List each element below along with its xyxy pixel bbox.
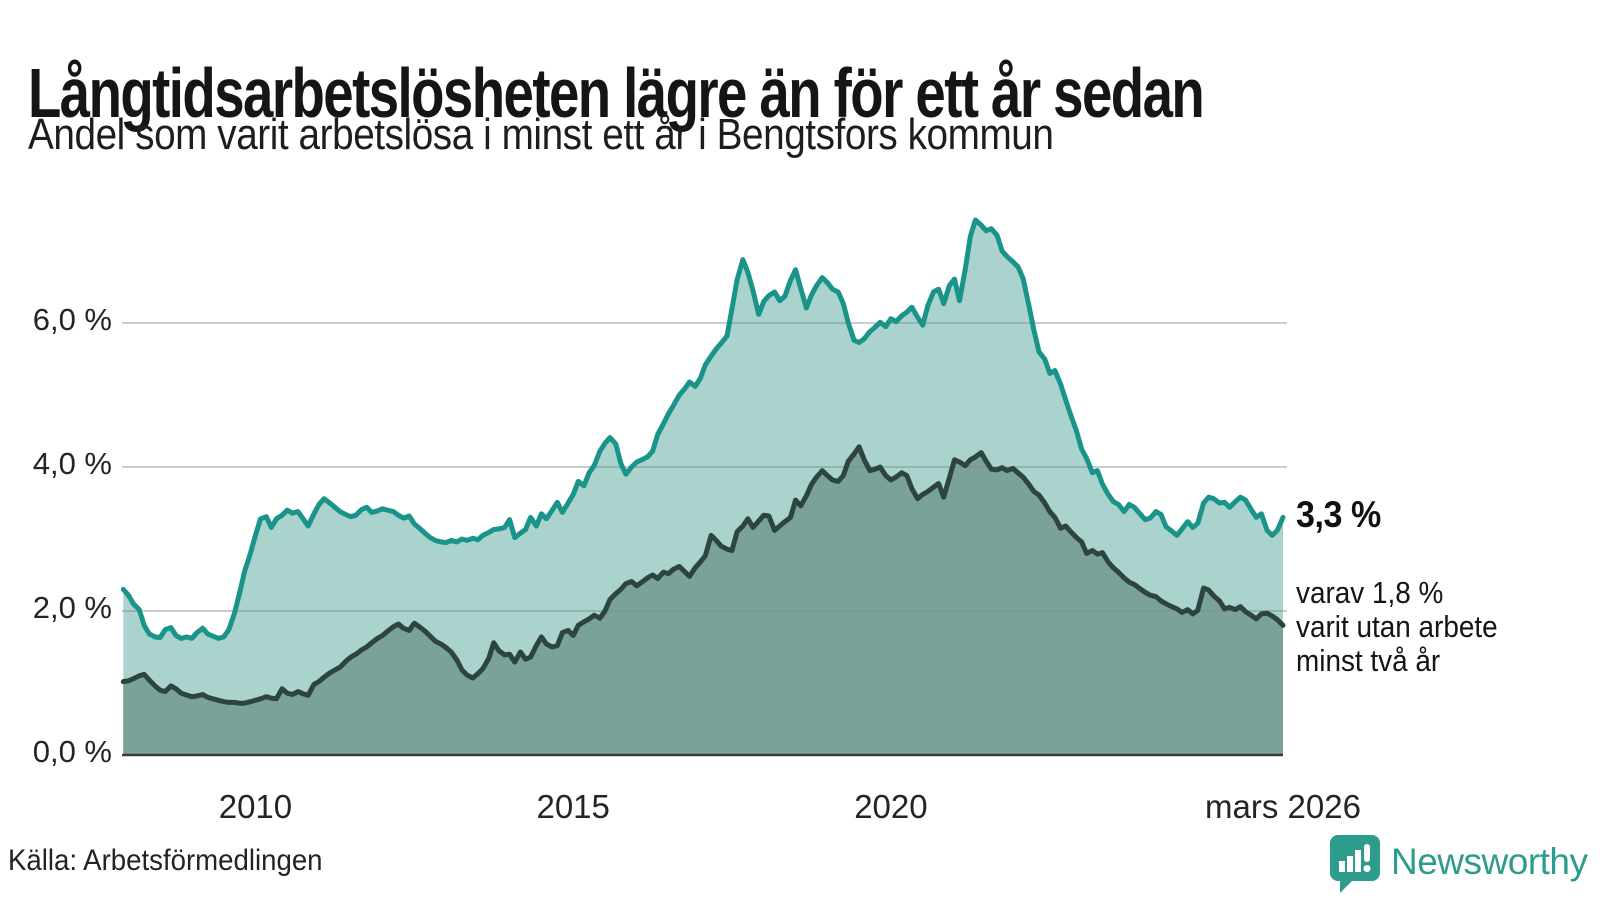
bar-icon <box>1355 850 1361 872</box>
end-value-label: 3,3 % <box>1296 494 1381 535</box>
series-line-1 <box>120 444 1286 706</box>
end-note-line: varit utan arbete <box>1296 609 1498 644</box>
end-note-line: varav 1,8 % <box>1296 575 1444 610</box>
exclamation-icon <box>1364 844 1370 862</box>
bar-icon <box>1347 856 1353 872</box>
end-note: varav 1,8 % varit utan arbete minst två … <box>1296 576 1498 678</box>
y-axis-tick-label: 2,0 % <box>32 590 112 625</box>
source-credit: Källa: Arbetsförmedlingen <box>8 844 323 877</box>
x-axis-tick-label: 2015 <box>536 788 610 825</box>
y-axis-tick-label: 0,0 % <box>32 734 112 769</box>
newsworthy-chart-bubble-icon <box>1330 835 1380 893</box>
y-axis-tick-label: 4,0 % <box>32 446 112 481</box>
series-area-1 <box>123 446 1283 755</box>
y-axis-tick-label: 6,0 % <box>32 302 112 337</box>
x-axis-tick-label: 2020 <box>854 788 928 825</box>
newsworthy-logo: Newsworthy <box>1330 835 1588 895</box>
newsworthy-logo-text: Newsworthy <box>1391 841 1588 882</box>
x-axis-tick-label: 2010 <box>218 788 293 825</box>
chart-subtitle: Andel som varit arbetslösa i minst ett å… <box>28 110 1054 159</box>
end-note-line: minst två år <box>1296 643 1441 678</box>
bar-icon <box>1339 861 1345 872</box>
exclamation-dot-icon <box>1363 865 1371 872</box>
series-line-0 <box>120 217 1286 641</box>
page-title: Långtidsarbetslösheten lägre än för ett … <box>28 53 1205 132</box>
x-axis-tick-label: mars 2026 <box>1205 788 1361 825</box>
